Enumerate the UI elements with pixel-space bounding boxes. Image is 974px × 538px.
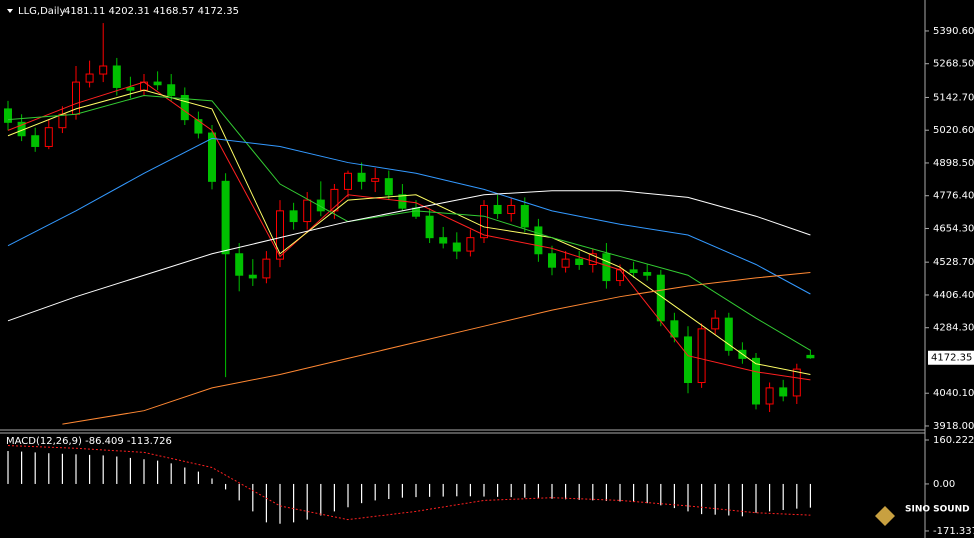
y-tick-label: 4284.30 [933, 323, 974, 334]
candle-body [303, 199, 312, 223]
candle-body [425, 215, 434, 239]
candle-body [384, 178, 393, 196]
candle-body [588, 253, 597, 265]
chart-title: LLG,Daily [18, 6, 65, 17]
candle-body [4, 108, 12, 123]
candle-body [711, 317, 720, 330]
y2-tick-label: 160.222 [933, 435, 974, 446]
y-tick-label: 4898.50 [933, 158, 974, 169]
candle-body [85, 73, 94, 83]
candle-body [126, 86, 135, 91]
y-tick-label: 4528.70 [933, 257, 974, 268]
candle-body [520, 204, 529, 228]
y2-tick-label: -171.337 [933, 526, 974, 537]
candle-body [643, 272, 652, 276]
logo-icon [875, 506, 895, 526]
macd-signal-line [7, 445, 811, 521]
moving-average-line [7, 81, 811, 381]
candle-body [180, 94, 189, 121]
candle-body [507, 204, 516, 215]
dropdown-icon [7, 9, 13, 13]
candle-body [466, 237, 475, 252]
y-tick-label: 4406.40 [933, 290, 974, 301]
moving-average-line [7, 89, 811, 375]
y-tick-label: 3918.00 [933, 421, 974, 432]
candle-body [493, 204, 502, 215]
candle-body [806, 354, 815, 359]
candle-body [670, 320, 679, 338]
y-tick-label: 5020.60 [933, 125, 974, 136]
candle-body [684, 336, 692, 384]
candle-body [276, 210, 284, 260]
candle-body [452, 242, 461, 252]
candle-body [480, 204, 488, 239]
moving-average-line [62, 272, 811, 425]
candle-body [316, 199, 325, 212]
candle-body [697, 328, 706, 384]
candle-body [221, 180, 230, 255]
candle-body [534, 226, 543, 255]
macd-label: MACD(12,26,9) -86.409 -113.726 [6, 436, 172, 447]
candle-body [371, 178, 380, 182]
candle-body [439, 237, 448, 244]
y-tick-label: 4040.10 [933, 388, 974, 399]
candle-body [629, 269, 638, 274]
logo-text: SINO SOUND [905, 505, 970, 515]
candle-body [344, 172, 352, 190]
candle-body [792, 368, 801, 397]
current-price-label: 4172.35 [931, 353, 972, 364]
candle-body [153, 81, 162, 86]
y-tick-label: 5390.60 [933, 26, 974, 37]
moving-average-line [7, 94, 811, 351]
candle-body [99, 65, 108, 75]
candle-body [357, 172, 366, 182]
candle-body [44, 127, 53, 147]
candle-body [561, 258, 570, 268]
ohlc-text: 4181.11 4202.31 4168.57 4172.35 [64, 6, 239, 17]
moving-average-line [7, 137, 811, 295]
y2-tick-label: 0.00 [933, 479, 955, 490]
candle-body [58, 113, 67, 129]
candle-body [616, 269, 624, 282]
candle-body [575, 258, 584, 265]
y-tick-label: 5142.70 [933, 92, 974, 103]
candle-body [724, 317, 733, 351]
y-tick-label: 4654.30 [933, 223, 974, 234]
candle-body [31, 135, 40, 147]
candle-body [779, 387, 788, 397]
candle-body [602, 253, 611, 282]
candle-body [412, 207, 420, 217]
moving-average-line [7, 190, 811, 322]
candle-body [248, 274, 257, 279]
candle-body [235, 253, 244, 276]
logo: SINO SOUND [875, 505, 970, 526]
candle-body [289, 210, 298, 223]
candle-body [262, 258, 271, 279]
candle-body [208, 132, 216, 182]
y-tick-label: 4776.40 [933, 191, 974, 202]
current-price-box [928, 350, 974, 365]
candle-body [752, 357, 760, 405]
candle-body [112, 65, 121, 88]
candle-body [765, 387, 774, 405]
candle-body [194, 119, 203, 134]
y-tick-label: 5268.50 [933, 59, 974, 70]
candle-body [548, 253, 556, 268]
candle-body [167, 84, 176, 96]
